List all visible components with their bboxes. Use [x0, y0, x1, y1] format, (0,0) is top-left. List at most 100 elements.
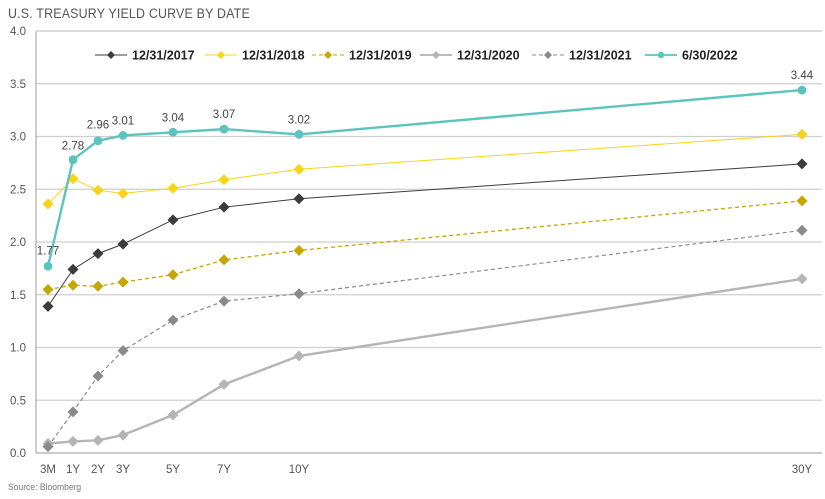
- series-12-31-2020: [42, 273, 808, 450]
- data-point: [67, 435, 79, 447]
- legend-item-12-31-2019: 12/31/2019: [312, 49, 412, 63]
- x-tick-label: 30Y: [792, 464, 813, 476]
- data-point: [42, 283, 54, 295]
- data-point: [42, 198, 54, 210]
- data-point: [167, 314, 179, 326]
- series-6-30-2022: 1.77 2.782.96 3.01 3.04 3.07 3.02 3.44: [37, 70, 814, 271]
- data-label: 2.96: [87, 120, 109, 132]
- data-label: 3.07: [213, 109, 235, 121]
- data-point: [796, 195, 808, 207]
- y-tick-label: 4.0: [10, 26, 26, 38]
- legend-label: 12/31/2021: [569, 49, 632, 63]
- series-12-31-2021: [42, 224, 808, 453]
- data-point: [218, 295, 230, 307]
- data-point: [117, 276, 129, 288]
- legend-label: 12/31/2019: [349, 49, 412, 63]
- x-tick-label: 7Y: [217, 464, 231, 476]
- x-tick-label: 5Y: [166, 464, 180, 476]
- data-point: [796, 158, 808, 170]
- legend-item-12-31-2021: 12/31/2021: [532, 49, 632, 63]
- data-point: [796, 273, 808, 285]
- x-tick-label: 3Y: [116, 464, 130, 476]
- data-point: [218, 174, 230, 186]
- data-point: [796, 224, 808, 236]
- data-point: [168, 127, 178, 137]
- series-line: [46, 88, 803, 267]
- data-point: [218, 378, 230, 390]
- data-point: [167, 182, 179, 194]
- data-point: [42, 300, 54, 312]
- legend-marker: [432, 51, 440, 59]
- data-point: [218, 201, 230, 213]
- data-point: [293, 193, 305, 205]
- data-label: 3.04: [162, 112, 185, 124]
- data-point: [117, 345, 129, 357]
- x-tick-label: 2Y: [91, 464, 105, 476]
- legend-label: 12/31/2018: [242, 49, 305, 63]
- data-label: 3.02: [288, 114, 310, 126]
- y-tick-label: 3.5: [10, 79, 26, 91]
- y-tick-label: 1.0: [10, 343, 26, 355]
- data-point: [117, 238, 129, 250]
- data-point: [796, 128, 808, 140]
- x-tick-label: 3M: [40, 464, 56, 476]
- y-tick-label: 2.5: [10, 184, 26, 196]
- legend-marker: [657, 51, 665, 59]
- data-point: [219, 124, 229, 134]
- data-point: [92, 370, 104, 382]
- data-point: [167, 269, 179, 281]
- data-point: [67, 279, 79, 291]
- y-tick-label: 0.0: [10, 448, 26, 460]
- data-point: [92, 248, 104, 260]
- data-point: [117, 187, 129, 199]
- data-point: [293, 288, 305, 300]
- data-label: 2.78: [62, 141, 84, 153]
- legend-label: 12/31/2017: [132, 49, 195, 63]
- series-line: [47, 277, 803, 445]
- data-point: [92, 280, 104, 292]
- legend-marker: [324, 51, 332, 59]
- x-tick-label: 1Y: [66, 464, 80, 476]
- series-12-31-2019: [42, 195, 808, 295]
- data-point: [797, 85, 807, 95]
- data-point: [118, 131, 128, 140]
- data-point: [42, 441, 54, 453]
- y-tick-label: 2.0: [10, 237, 26, 249]
- y-tick-label: 1.5: [10, 290, 26, 302]
- y-tick-label: 3.0: [10, 132, 26, 144]
- data-point: [67, 406, 79, 418]
- x-tick-label: 10Y: [289, 464, 310, 476]
- data-point: [93, 136, 103, 146]
- data-label: 1.77: [37, 245, 59, 257]
- legend-item-12-31-2020: 12/31/2020: [420, 49, 520, 63]
- data-point: [293, 163, 305, 175]
- legend-item-12-31-2018: 12/31/2018: [205, 49, 305, 63]
- data-point: [92, 434, 104, 446]
- source-note: Source: Bloomberg: [8, 482, 82, 493]
- data-point: [67, 263, 79, 275]
- data-point: [43, 261, 53, 271]
- series-12-31-2018: [42, 128, 808, 210]
- data-point: [167, 214, 179, 226]
- data-point: [117, 429, 129, 441]
- series-line: [47, 229, 803, 448]
- legend-label: 12/31/2020: [457, 49, 520, 63]
- series-line: [47, 163, 803, 307]
- data-point: [167, 409, 179, 421]
- legend-marker: [544, 51, 552, 59]
- data-label: 3.01: [112, 115, 134, 127]
- data-point: [293, 350, 305, 362]
- series-12-31-2017: [42, 158, 808, 312]
- y-tick-label: 0.5: [10, 395, 26, 407]
- legend-item-6-30-2022: 6/30/2022: [645, 49, 738, 63]
- data-point: [218, 254, 230, 266]
- legend-marker: [107, 51, 115, 59]
- legend-label: 6/30/2022: [682, 49, 738, 63]
- legend-marker: [217, 51, 225, 59]
- legend-item-12-31-2017: 12/31/2017: [95, 49, 195, 63]
- data-point: [68, 155, 78, 165]
- series-line: [47, 133, 803, 205]
- data-point: [293, 244, 305, 256]
- data-point: [92, 184, 104, 196]
- data-label: 3.44: [791, 70, 814, 82]
